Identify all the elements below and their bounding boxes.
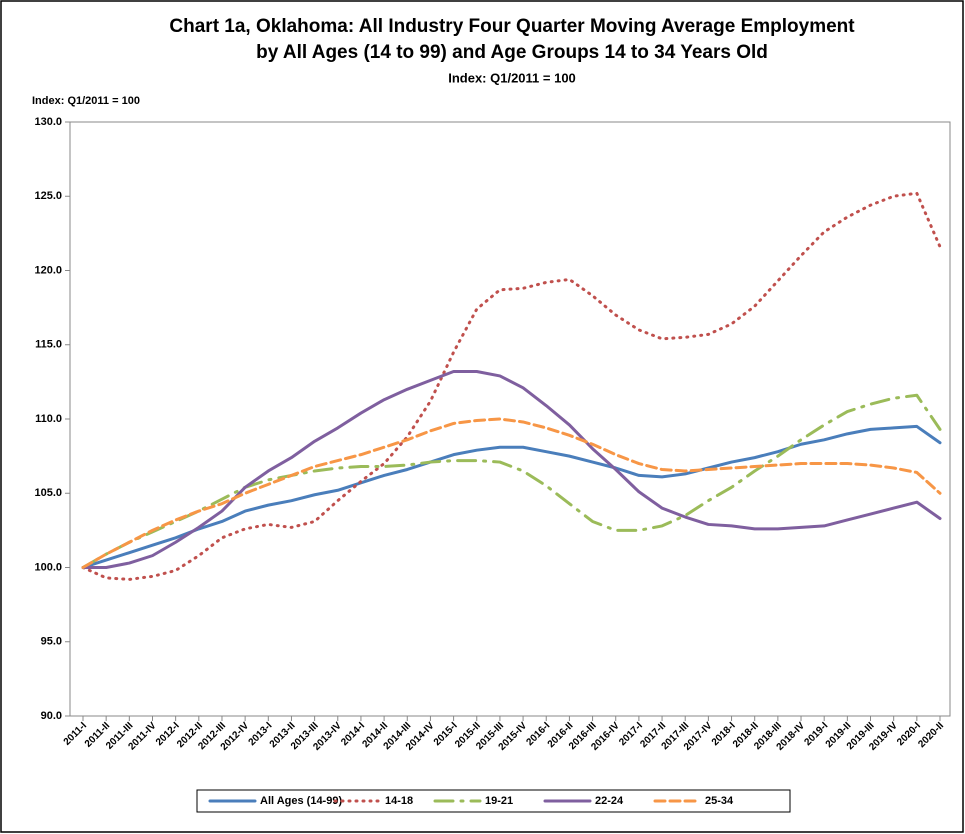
y-axis-label: Index: Q1/2011 = 100 [32, 95, 140, 107]
y-tick-label: 130.0 [34, 116, 62, 128]
y-tick-label: 125.0 [34, 190, 62, 202]
line-series [81, 417, 942, 569]
legend-box [196, 789, 791, 813]
chart-title: Chart 1a, Oklahoma: All Industry Four Qu… [169, 16, 855, 37]
legend-label: 22-24 [595, 795, 624, 807]
legend-label: All Ages (14-99) [260, 795, 342, 807]
legend-label: 14-18 [385, 795, 413, 807]
line-series [81, 191, 942, 581]
legend-label: 25-34 [705, 795, 734, 807]
line-series [81, 393, 942, 569]
line-series [81, 424, 942, 569]
y-tick-label: 110.0 [35, 413, 62, 425]
y-tick-label: 90.0 [41, 710, 62, 722]
y-tick-label: 95.0 [41, 636, 62, 648]
chart-subtitle: Index: Q1/2011 = 100 [448, 70, 576, 85]
y-tick-label: 115.0 [35, 339, 62, 351]
y-tick-label: 105.0 [34, 487, 62, 499]
legend-label: 19-21 [485, 795, 513, 807]
line-series [81, 369, 942, 569]
chart-title: by All Ages (14 to 99) and Age Groups 14… [256, 42, 768, 63]
y-tick-label: 120.0 [34, 264, 62, 276]
y-tick-label: 100.0 [34, 561, 62, 573]
